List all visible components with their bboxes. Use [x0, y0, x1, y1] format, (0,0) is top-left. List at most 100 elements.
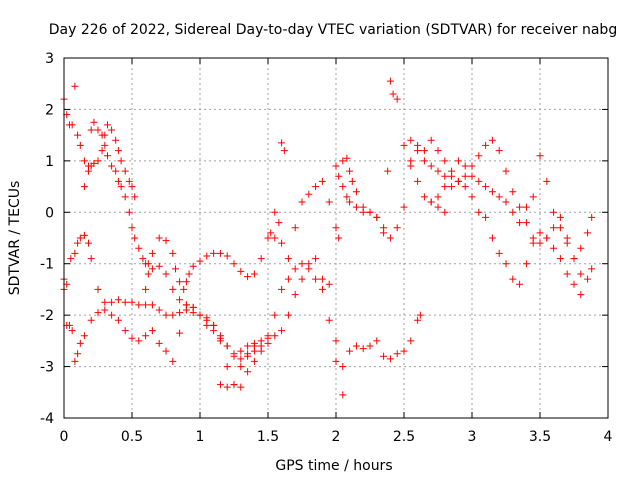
data-point [284, 275, 292, 283]
data-point [556, 213, 564, 221]
data-point [104, 152, 112, 160]
data-point [216, 381, 224, 389]
data-point [284, 311, 292, 319]
y-tick-label: 3 [45, 51, 54, 67]
data-point [203, 314, 211, 322]
data-point [312, 255, 320, 263]
data-point [131, 193, 139, 201]
data-point [502, 260, 510, 268]
data-point [189, 309, 197, 317]
data-point [114, 147, 122, 155]
x-tick-label: 1 [196, 429, 205, 445]
series-track-g [271, 77, 449, 263]
data-point [121, 327, 129, 335]
data-point [284, 255, 292, 263]
data-point [74, 239, 82, 247]
data-point [352, 203, 360, 211]
data-point [80, 332, 88, 340]
data-point [454, 157, 462, 165]
data-point [577, 270, 585, 278]
data-point [441, 172, 449, 180]
series-track-b [80, 118, 288, 293]
data-point [359, 345, 367, 353]
data-point [346, 167, 354, 175]
data-point [182, 278, 190, 286]
data-point [162, 347, 170, 355]
data-point [550, 208, 558, 216]
data-point [94, 126, 102, 134]
data-point [332, 162, 340, 170]
data-point [230, 381, 238, 389]
data-point [148, 327, 156, 335]
data-point [448, 183, 456, 191]
data-point [366, 208, 374, 216]
data-point [584, 229, 592, 237]
data-point [65, 321, 73, 329]
y-tick-label: 0 [45, 205, 54, 221]
data-point [237, 355, 245, 363]
data-point [509, 208, 517, 216]
data-point [291, 224, 299, 232]
y-tick-label: -3 [40, 360, 54, 376]
data-point [80, 157, 88, 165]
x-tick-label: 0 [60, 429, 69, 445]
data-point [529, 193, 537, 201]
data-point [454, 177, 462, 185]
data-point [373, 213, 381, 221]
data-point [148, 265, 156, 273]
data-point [335, 172, 343, 180]
data-point [407, 157, 415, 165]
data-point [230, 260, 238, 268]
data-point [142, 285, 150, 293]
data-point [550, 224, 558, 232]
data-point [386, 234, 394, 242]
data-point [488, 136, 496, 144]
series-track-i [407, 136, 596, 263]
data-point [305, 260, 313, 268]
data-point [584, 275, 592, 283]
data-point [237, 383, 245, 391]
data-point [461, 162, 469, 170]
data-point [577, 244, 585, 252]
data-point [108, 126, 116, 134]
data-point [121, 298, 129, 306]
data-point [312, 183, 320, 191]
data-point [71, 249, 79, 257]
data-point [76, 234, 84, 242]
data-point [291, 291, 299, 299]
data-point [176, 329, 184, 337]
data-point [169, 285, 177, 293]
data-point [543, 234, 551, 242]
data-point [441, 208, 449, 216]
data-point [434, 203, 442, 211]
data-point [482, 141, 490, 149]
data-point [67, 255, 75, 263]
data-point [267, 229, 275, 237]
data-point [131, 234, 139, 242]
data-point [98, 131, 106, 139]
y-tick-label: -4 [40, 411, 54, 427]
data-point [114, 316, 122, 324]
data-point [257, 255, 265, 263]
data-point [343, 154, 351, 162]
data-point [352, 188, 360, 196]
data-point [298, 198, 306, 206]
data-point [90, 118, 98, 126]
data-point [271, 234, 279, 242]
data-point [400, 203, 408, 211]
data-point [536, 152, 544, 160]
data-point [536, 239, 544, 247]
data-point [237, 347, 245, 355]
data-point [230, 352, 238, 360]
data-point [495, 193, 503, 201]
data-point [468, 193, 476, 201]
data-point [407, 136, 415, 144]
data-point [325, 280, 333, 288]
data-point [495, 249, 503, 257]
data-point [210, 321, 218, 329]
data-point [257, 342, 265, 350]
data-point [223, 383, 231, 391]
data-point [101, 141, 109, 149]
data-point [482, 183, 490, 191]
data-point [335, 234, 343, 242]
